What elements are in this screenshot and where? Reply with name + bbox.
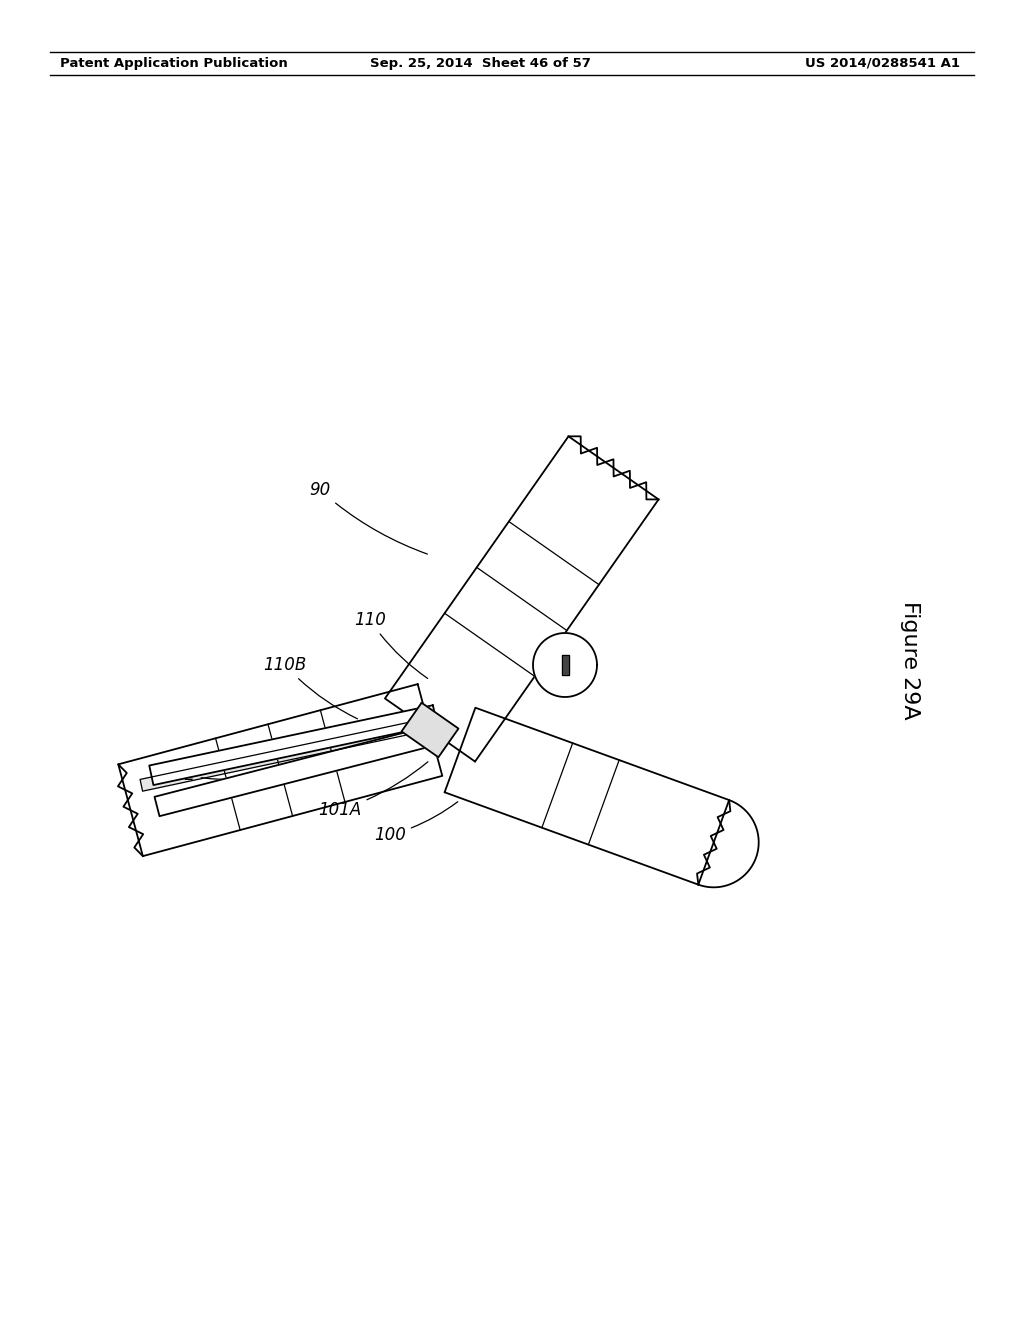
Text: 101A: 101A [318, 762, 428, 818]
Polygon shape [444, 708, 729, 884]
Polygon shape [561, 655, 568, 675]
Polygon shape [150, 705, 437, 785]
Polygon shape [534, 634, 597, 697]
Text: US 2014/0288541 A1: US 2014/0288541 A1 [805, 57, 961, 70]
Text: 90: 90 [309, 480, 427, 554]
Text: Sep. 25, 2014  Sheet 46 of 57: Sep. 25, 2014 Sheet 46 of 57 [370, 57, 591, 70]
Polygon shape [401, 702, 459, 758]
Text: 100: 100 [374, 801, 458, 843]
Text: Patent Application Publication: Patent Application Publication [60, 57, 288, 70]
Polygon shape [140, 719, 426, 791]
Text: 92: 92 [174, 766, 278, 784]
Polygon shape [698, 800, 759, 887]
Polygon shape [155, 725, 437, 816]
Text: 110B: 110B [263, 656, 357, 719]
Text: Figure 29A: Figure 29A [900, 601, 920, 719]
Text: 110: 110 [354, 611, 428, 678]
Polygon shape [385, 437, 658, 762]
Polygon shape [118, 684, 442, 857]
